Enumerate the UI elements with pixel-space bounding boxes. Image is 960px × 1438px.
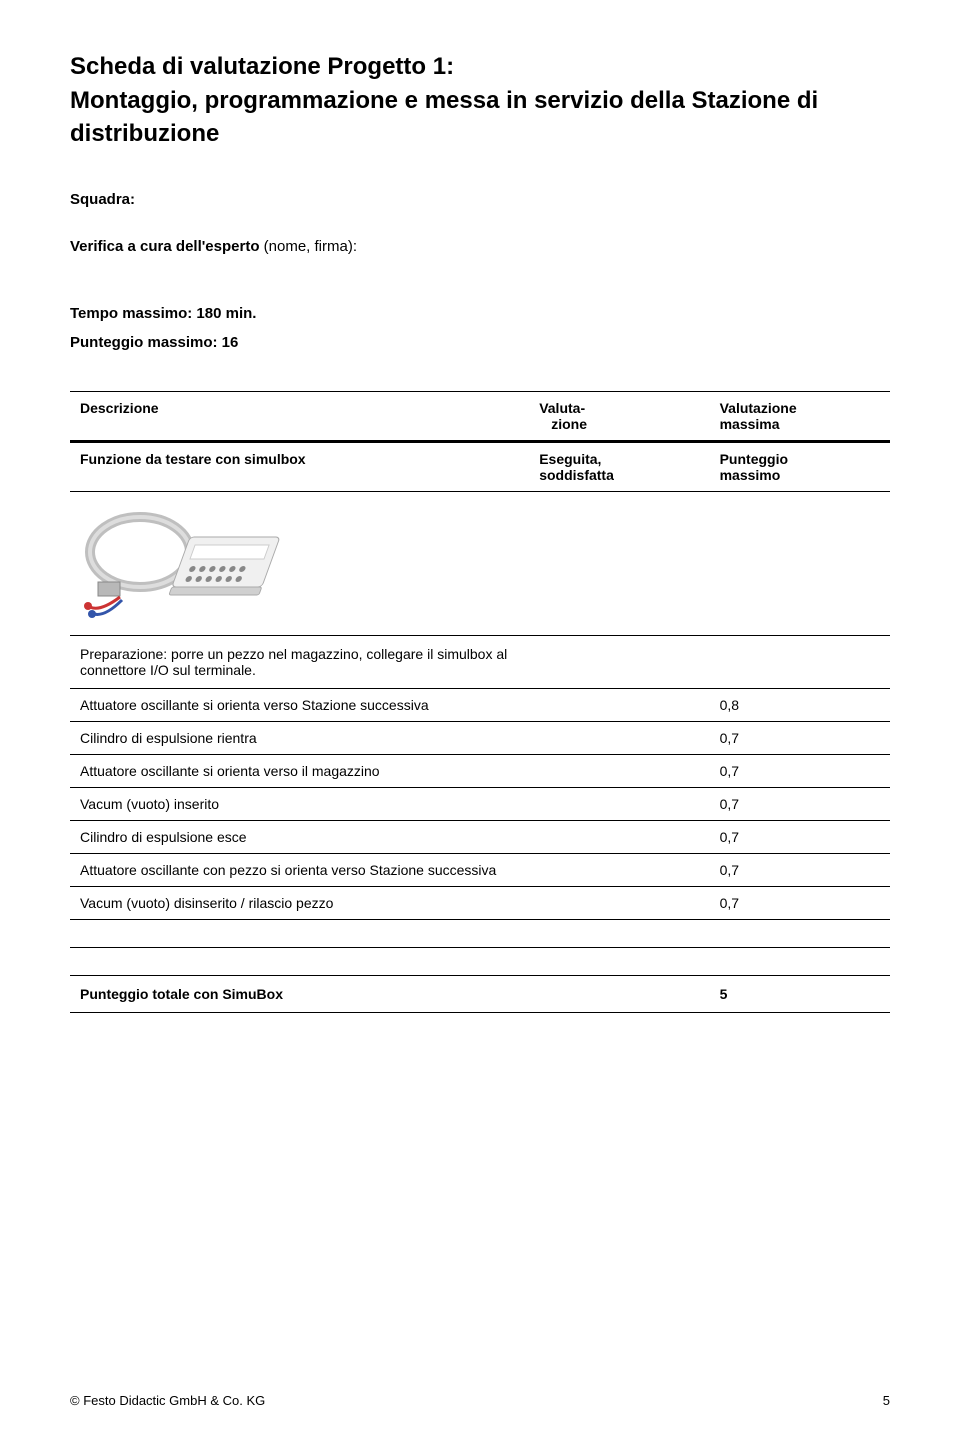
- row-label: Cilindro di espulsione rientra: [70, 721, 529, 754]
- row-value: 0,7: [710, 820, 890, 853]
- verifica-sub: (nome, firma):: [260, 238, 358, 255]
- spacer-cell: [70, 947, 529, 975]
- footer-copyright: © Festo Didactic GmbH & Co. KG: [70, 1393, 265, 1408]
- row-mid: [529, 721, 709, 754]
- footer-page-number: 5: [883, 1393, 890, 1408]
- header-valuta: Valuta- zione: [529, 391, 709, 441]
- header-valutazione-l2: massima: [720, 416, 780, 432]
- row-mid: [529, 820, 709, 853]
- table-row: Vacum (vuoto) inserito 0,7: [70, 787, 890, 820]
- verifica-label: Verifica a cura dell'esperto: [70, 238, 260, 255]
- spacer-row: [70, 947, 890, 975]
- simulbox-image-cell: [70, 491, 529, 635]
- spacer-cell: [710, 947, 890, 975]
- row-label: Vacum (vuoto) disinserito / rilascio pez…: [70, 886, 529, 919]
- table-row: Attuatore oscillante con pezzo si orient…: [70, 853, 890, 886]
- header-valuta-l1: Valuta-: [539, 400, 585, 416]
- spacer-row: [70, 919, 890, 947]
- simulbox-icon: [80, 502, 300, 622]
- row-mid: [529, 754, 709, 787]
- total-mid: [529, 975, 709, 1012]
- row-mid: [529, 853, 709, 886]
- subheader-punteggio-l2: massimo: [720, 467, 781, 483]
- header-valutazione: Valutazione massima: [710, 391, 890, 441]
- table-header-row: Descrizione Valuta- zione Valutazione ma…: [70, 391, 890, 441]
- image-row-val: [710, 491, 890, 635]
- page-heading: Scheda di valutazione Progetto 1: Montag…: [70, 50, 890, 151]
- table-row: Attuatore oscillante si orienta verso St…: [70, 688, 890, 721]
- punteggio-field: Punteggio massimo: 16: [70, 334, 890, 351]
- header-valuta-l2: zione: [539, 416, 587, 432]
- table-row: Vacum (vuoto) disinserito / rilascio pez…: [70, 886, 890, 919]
- punteggio-label: Punteggio massimo: 16: [70, 334, 238, 351]
- subheader-punteggio-l1: Punteggio: [720, 451, 788, 467]
- table-row: Attuatore oscillante si orienta verso il…: [70, 754, 890, 787]
- row-label: Attuatore oscillante si orienta verso St…: [70, 688, 529, 721]
- row-mid: [529, 787, 709, 820]
- row-label: Attuatore oscillante si orienta verso il…: [70, 754, 529, 787]
- tempo-field: Tempo massimo: 180 min.: [70, 305, 890, 322]
- squadra-field: Squadra:: [70, 191, 890, 208]
- header-descrizione: Descrizione: [70, 391, 529, 441]
- row-value: 0,7: [710, 853, 890, 886]
- table-row: Cilindro di espulsione rientra 0,7: [70, 721, 890, 754]
- evaluation-table: Descrizione Valuta- zione Valutazione ma…: [70, 391, 890, 1013]
- subheader-eseguita-l1: Eseguita,: [539, 451, 601, 467]
- row-label: Attuatore oscillante con pezzo si orient…: [70, 853, 529, 886]
- verifica-field: Verifica a cura dell'esperto (nome, firm…: [70, 238, 890, 255]
- row-value: 0,8: [710, 688, 890, 721]
- subheader-funzione: Funzione da testare con simulbox: [70, 441, 529, 491]
- row-value: 0,7: [710, 886, 890, 919]
- spacer-cell: [529, 947, 709, 975]
- spacer-cell: [70, 919, 529, 947]
- row-label: Cilindro di espulsione esce: [70, 820, 529, 853]
- row-value: 0,7: [710, 754, 890, 787]
- simulbox-image-row: [70, 491, 890, 635]
- page-footer: © Festo Didactic GmbH & Co. KG 5: [70, 1393, 890, 1408]
- prep-text: Preparazione: porre un pezzo nel magazzi…: [70, 635, 529, 688]
- table-row: Cilindro di espulsione esce 0,7: [70, 820, 890, 853]
- subheader-eseguita-l2: soddisfatta: [539, 467, 614, 483]
- row-label: Vacum (vuoto) inserito: [70, 787, 529, 820]
- subheader-punteggio: Punteggio massimo: [710, 441, 890, 491]
- heading-line1: Scheda di valutazione Progetto 1:: [70, 50, 890, 84]
- tempo-label: Tempo massimo: 180 min.: [70, 305, 256, 322]
- total-value: 5: [710, 975, 890, 1012]
- row-value: 0,7: [710, 787, 890, 820]
- row-mid: [529, 688, 709, 721]
- heading-line2: Montaggio, programmazione e messa in ser…: [70, 84, 890, 118]
- spacer-cell: [529, 919, 709, 947]
- spacer-cell: [710, 919, 890, 947]
- image-row-mid: [529, 491, 709, 635]
- subheader-eseguita: Eseguita, soddisfatta: [529, 441, 709, 491]
- total-row: Punteggio totale con SimuBox 5: [70, 975, 890, 1012]
- table-subheader-row: Funzione da testare con simulbox Eseguit…: [70, 441, 890, 491]
- heading-line3: distribuzione: [70, 117, 890, 151]
- prep-val: [710, 635, 890, 688]
- prep-row: Preparazione: porre un pezzo nel magazzi…: [70, 635, 890, 688]
- row-value: 0,7: [710, 721, 890, 754]
- prep-mid: [529, 635, 709, 688]
- total-label: Punteggio totale con SimuBox: [70, 975, 529, 1012]
- header-valutazione-l1: Valutazione: [720, 400, 797, 416]
- row-mid: [529, 886, 709, 919]
- squadra-label: Squadra:: [70, 191, 135, 208]
